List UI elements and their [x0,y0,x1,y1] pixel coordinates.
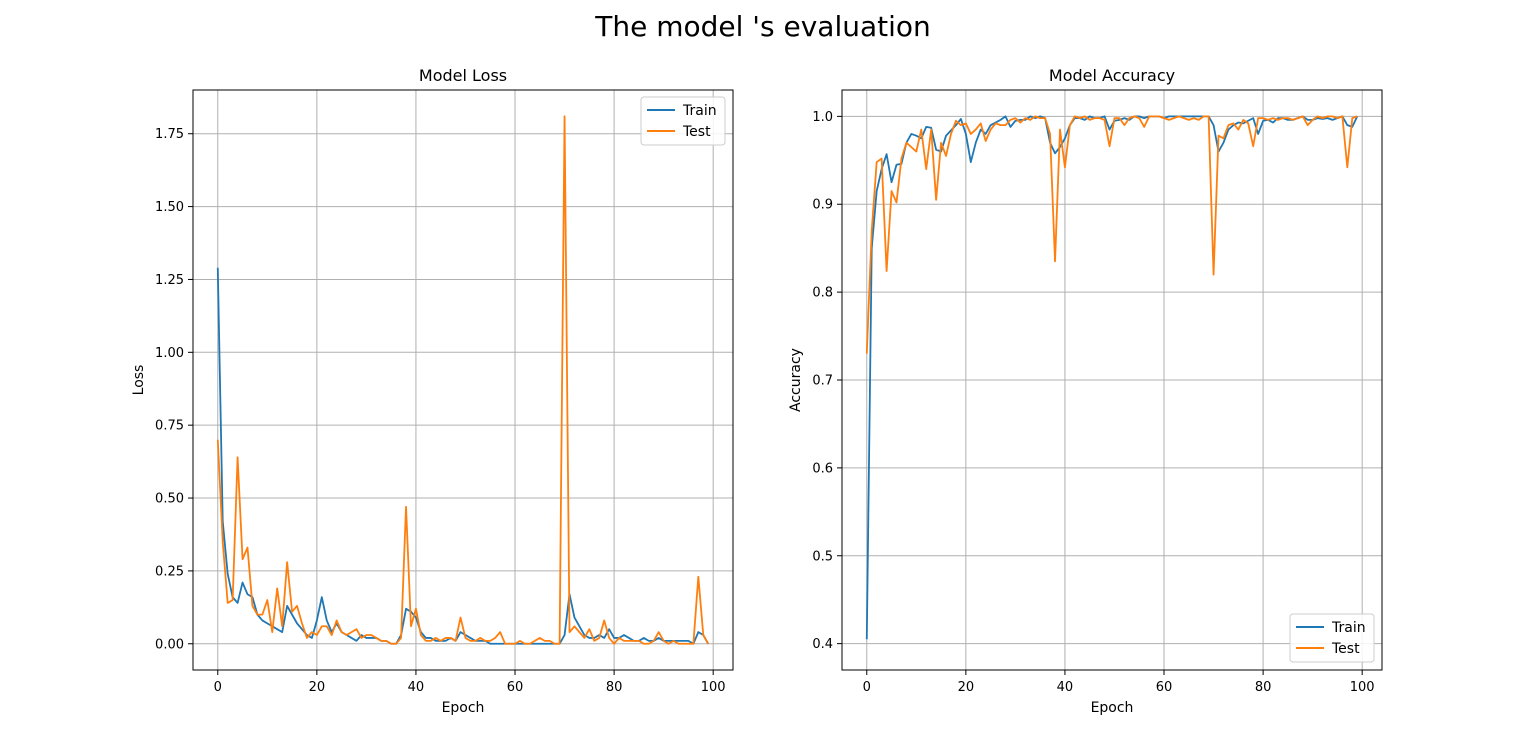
gridlines [842,90,1382,670]
legend: Train Test [640,96,726,146]
accuracy-panel: 0 20 40 60 80 100 0.4 0.5 0.6 0.7 0.8 0.9 1.0 Model A… [788,66,1383,716]
y-tick-label: 0.25 [155,564,184,579]
x-tick-label: 60 [507,680,524,695]
x-tick-label: 100 [1350,680,1375,695]
legend-label-train: Train [682,103,717,119]
chart-title: Model Loss [419,66,507,85]
y-tick-label: 0.00 [155,637,184,652]
y-tick-label: 0.7 [812,374,833,389]
y-tick-label: 1.0 [812,110,833,125]
y-tick-label: 1.50 [155,200,184,215]
series-line-train [216,267,710,645]
legend-label-test: Test [682,124,711,140]
y-axis-label: Accuracy [788,348,804,412]
legend: Train Test [1289,613,1375,663]
x-axis-label: Epoch [1091,700,1134,716]
chart-title: Model Accuracy [1049,66,1175,85]
x-tick-label: 60 [1156,680,1173,695]
x-tick-label: 80 [1255,680,1272,695]
series-line-test [865,115,1358,354]
series-line-train [865,115,1359,640]
x-tick-label: 0 [863,680,871,695]
y-tick-label: 0.50 [155,492,184,507]
y-tick-label: 0.5 [812,549,833,564]
x-tick-label: 0 [214,680,222,695]
legend-label-train: Train [1331,620,1366,636]
y-axis-label: Loss [131,365,147,396]
y-tick-label: 0.4 [812,637,833,652]
x-tick-label: 20 [309,680,326,695]
x-axis-label: Epoch [442,700,485,716]
figure-title: The model 's evaluation [594,10,931,43]
x-tick-label: 40 [408,680,425,695]
loss-panel: 0 20 40 60 80 100 0.00 0.25 0.50 0.75 1.00 1.25 1.50… [131,66,734,716]
y-tick-label: 1.00 [155,346,184,361]
x-tick-label: 100 [701,680,726,695]
series-line-test [216,115,710,645]
axes-frame [192,89,734,671]
y-tick-label: 0.75 [155,419,184,434]
y-tick-label: 0.8 [812,286,833,301]
legend-label-test: Test [1331,641,1360,657]
x-tick-label: 20 [958,680,975,695]
x-tick-label: 40 [1057,680,1074,695]
x-tick-label: 80 [606,680,623,695]
gridlines [193,90,733,670]
y-tick-label: 0.9 [812,198,833,213]
y-tick-label: 1.75 [155,127,184,142]
y-tick-label: 1.25 [155,273,184,288]
y-tick-label: 0.6 [812,461,833,476]
